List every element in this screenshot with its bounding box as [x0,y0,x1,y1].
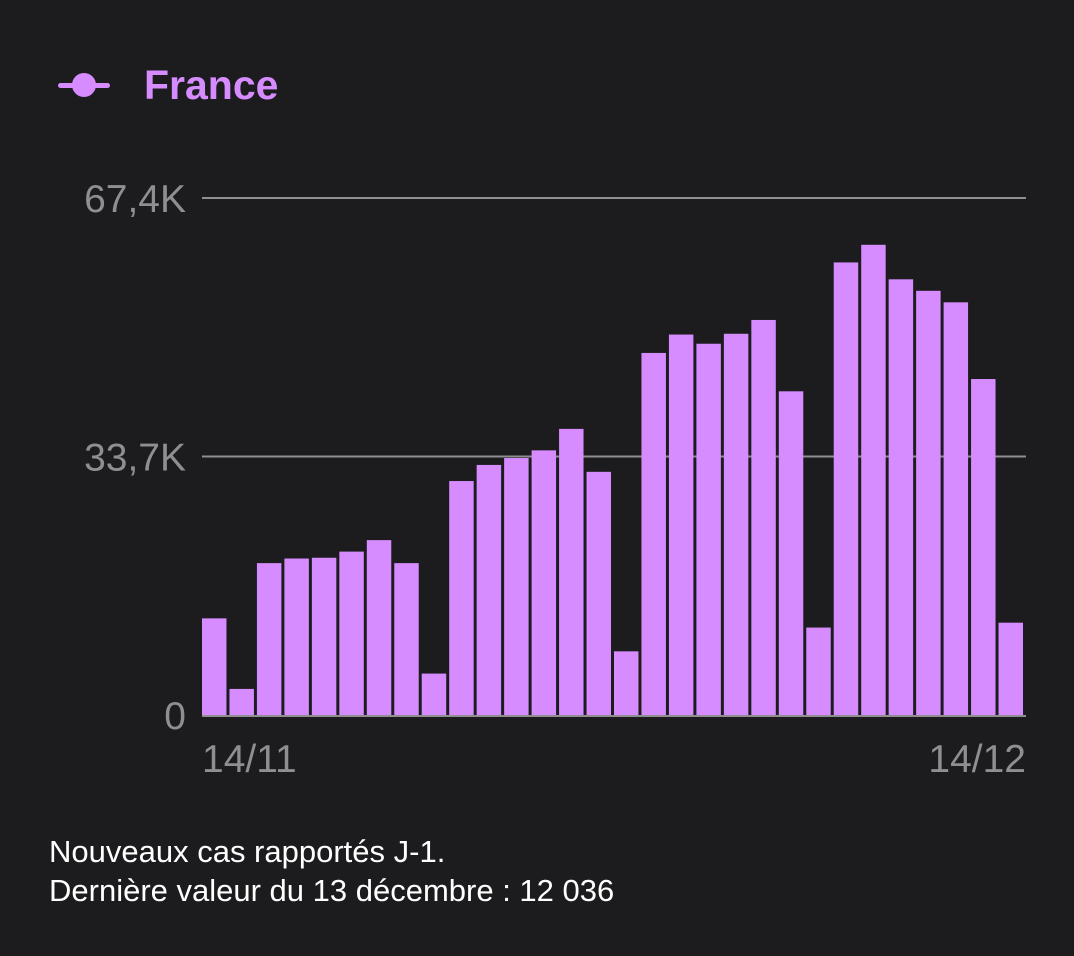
y-tick-label: 0 [164,695,186,738]
legend-label-france: France [144,61,279,108]
chart-footnote: Nouveaux cas rapportés J-1. Dernière val… [49,832,614,910]
bar [833,262,859,715]
bar [751,319,776,715]
bar [504,458,529,715]
bar [421,673,447,715]
bar [916,290,941,715]
y-tick-label: 33,7K [84,437,186,480]
line-dot-icon [58,73,110,97]
bar [586,471,611,715]
bar [531,450,557,715]
bar [366,540,392,715]
bar [888,279,914,715]
chart-legend: France [58,58,278,112]
bar [559,428,584,715]
bar [641,352,666,715]
footnote-line-2: Dernière valeur du 13 décembre : 12 036 [49,873,615,908]
bar [723,333,749,715]
bar [449,481,474,715]
bar [614,651,639,715]
bar [806,627,831,715]
bar [696,343,721,715]
bar [339,551,364,715]
y-tick-label: 67,4K [84,178,186,221]
bar [998,622,1023,715]
bar [311,557,337,715]
bar [394,563,419,715]
bar-chart: 0 33,7K 67,4K 14/11 14/12 [84,178,1026,781]
x-tick-label: 14/12 [928,738,1026,781]
bar [861,244,886,715]
bar [971,379,996,715]
footnote-line-1: Nouveaux cas rapportés J-1. [49,834,446,869]
bar [476,464,502,715]
legend-dot [72,73,96,97]
bar [229,688,254,715]
bar [202,618,227,715]
bar [943,302,969,715]
bar [284,558,309,715]
bar [256,563,282,715]
x-tick-label: 14/11 [202,738,297,781]
bar [668,334,694,715]
bar [778,391,804,715]
